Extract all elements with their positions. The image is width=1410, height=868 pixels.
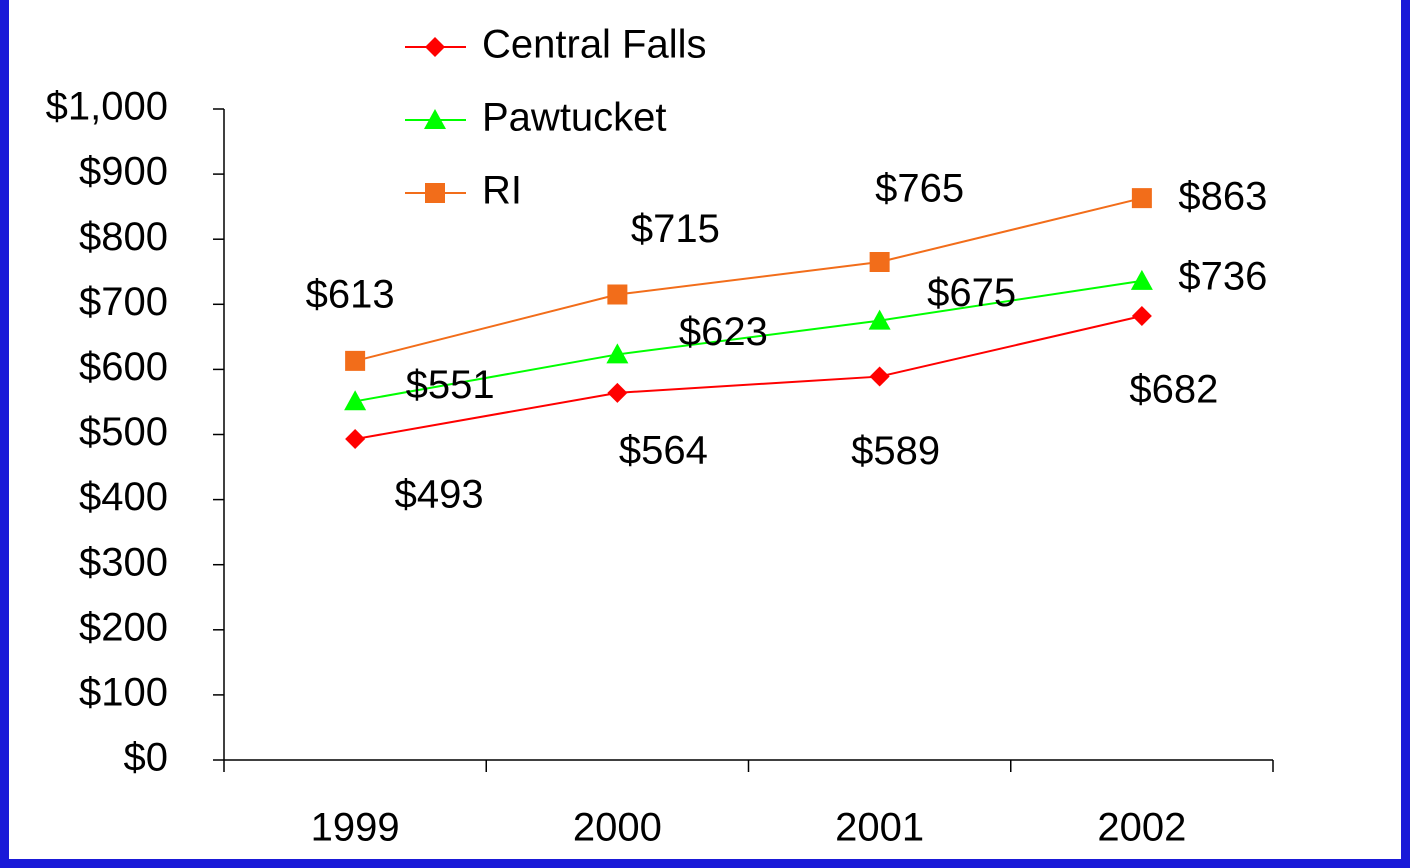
legend-label: RI (482, 169, 522, 213)
series-line (354, 279, 1143, 403)
legend-marker (425, 37, 445, 57)
data-label: $863 (1178, 175, 1267, 219)
y-tick-label: $500 (79, 410, 168, 454)
x-tick-label: 2000 (573, 806, 662, 850)
data-point (606, 343, 629, 364)
x-tick-label: 2001 (835, 806, 924, 850)
y-tick-label: $800 (79, 215, 168, 259)
data-label: $564 (619, 428, 708, 472)
y-tick-label: $1,000 (46, 85, 168, 129)
data-label: $551 (406, 363, 495, 407)
data-label: $675 (927, 271, 1016, 315)
x-tick-label: 1999 (311, 806, 400, 850)
series-line (354, 315, 1143, 441)
data-point (868, 309, 891, 330)
y-tick-label: $300 (79, 540, 168, 584)
legend-label: Pawtucket (482, 96, 667, 140)
data-point (607, 284, 628, 305)
data-point (345, 429, 366, 450)
data-label: $613 (306, 272, 395, 316)
plot-background (9, 0, 1401, 859)
data-point (607, 382, 628, 403)
data-label: $623 (679, 310, 768, 354)
data-point (869, 366, 890, 387)
y-tick-label: $900 (79, 150, 168, 194)
data-point (869, 251, 890, 272)
data-point (1131, 306, 1152, 327)
y-tick-label: $700 (79, 280, 168, 324)
y-tick-label: $200 (79, 605, 168, 649)
x-tick-label: 2002 (1097, 806, 1186, 850)
data-label: $589 (851, 429, 940, 473)
legend-label: Central Falls (482, 23, 707, 67)
y-tick-label: $400 (79, 475, 168, 519)
y-tick-label: $100 (79, 670, 168, 714)
data-label: $765 (875, 167, 964, 211)
data-point (1130, 269, 1153, 290)
data-label: $493 (395, 473, 484, 517)
y-tick-label: $600 (79, 345, 168, 389)
data-label: $736 (1178, 254, 1267, 298)
series-line (354, 197, 1143, 362)
data-point (344, 390, 367, 411)
y-tick-label: $0 (124, 736, 169, 780)
data-point (1131, 188, 1152, 209)
data-label: $715 (631, 207, 720, 251)
data-point (345, 350, 366, 371)
legend-marker (424, 109, 446, 129)
legend-marker (425, 183, 445, 203)
data-label: $682 (1129, 368, 1218, 412)
